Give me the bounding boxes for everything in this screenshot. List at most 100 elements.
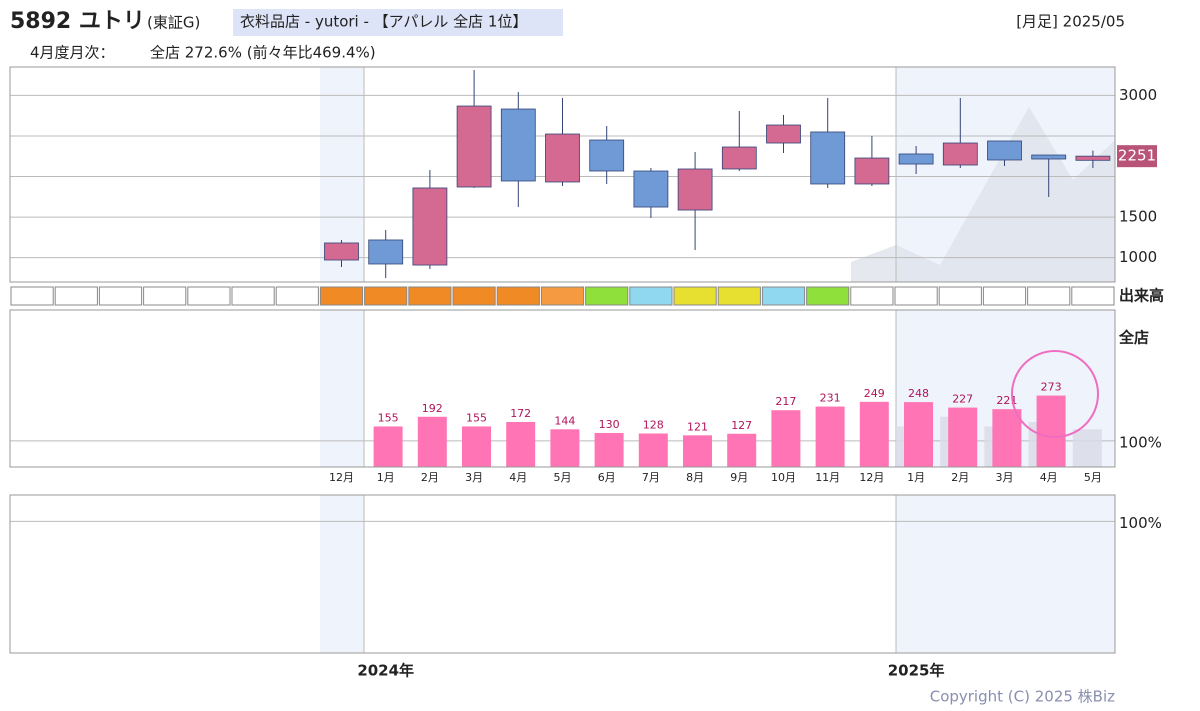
x-tick-label: 3月 (465, 471, 483, 484)
last-price-box (1117, 145, 1157, 168)
candle-body (677, 168, 713, 211)
volume-box (319, 286, 364, 306)
bar-label: 273 (1041, 381, 1062, 394)
volume-box (143, 286, 187, 306)
volume-box (938, 286, 982, 306)
volume-box (452, 286, 496, 306)
x-tick-label: 4月 (1040, 471, 1058, 484)
volume-box (761, 286, 806, 306)
monthly-label: 4月度月次： (30, 44, 115, 62)
sector: 衣料品店 - yutori - 【アパレル 全店 1位】 (240, 13, 527, 31)
candle-body (810, 131, 846, 185)
panel-title: 全店 (1118, 329, 1149, 347)
bar (771, 410, 801, 467)
sales-panel (9, 309, 1116, 468)
candle-body (412, 187, 448, 266)
price-panel (9, 66, 1116, 283)
volume-box (717, 286, 761, 306)
bar (815, 406, 845, 467)
x-tick-label: 12月 (329, 471, 354, 484)
x-tick-label: 5月 (1084, 471, 1102, 484)
bar-label: 130 (599, 418, 620, 431)
x-tick-label: 5月 (554, 471, 572, 484)
stock-title: 5892 ユトリ (10, 9, 145, 34)
market: (東証G) (147, 14, 200, 32)
candle-body (721, 146, 757, 170)
volume-box (231, 286, 275, 306)
candle-body (368, 239, 404, 265)
bar (859, 401, 889, 467)
bar-label: 155 (466, 411, 487, 424)
y-tick-label: 100% (1119, 433, 1162, 451)
x-tick-label: 1月 (377, 471, 395, 484)
volume-box (408, 286, 452, 306)
y-tick-label: 3000 (1119, 86, 1157, 104)
bar (638, 433, 668, 467)
bar (594, 432, 624, 467)
bar-label: 249 (864, 387, 885, 400)
x-tick-label: 1月 (907, 471, 925, 484)
volume-box (585, 286, 629, 306)
volume-box (364, 286, 408, 306)
y-tick-label: 100% (1119, 514, 1162, 532)
candle-body (324, 242, 359, 261)
bar (1036, 395, 1066, 467)
copyright: Copyright (C) 2025 株Biz (930, 688, 1115, 706)
highlight-circle (1011, 350, 1099, 438)
volume-box (98, 286, 143, 306)
bar-label: 231 (820, 392, 841, 405)
x-tick-label: 8月 (686, 471, 704, 484)
period: [月足] 2025/05 (1016, 13, 1125, 31)
empty-panel (9, 494, 1116, 654)
x-tick-label: 7月 (642, 471, 660, 484)
bar-label: 128 (643, 419, 664, 432)
bar-label: 155 (378, 411, 399, 424)
bar (683, 435, 712, 467)
candle-body (633, 170, 669, 208)
x-tick-label: 2月 (421, 471, 439, 484)
candle-body (766, 124, 801, 144)
volume-box (275, 286, 319, 306)
bar (904, 402, 933, 467)
volume-label: 出来高 (1119, 287, 1164, 305)
bar-label: 248 (908, 387, 929, 400)
bar-label: 144 (554, 414, 575, 427)
bar (727, 433, 757, 467)
bar (992, 409, 1022, 467)
x-tick-label: 12月 (859, 471, 884, 484)
candle-body (589, 139, 625, 172)
last-price: 2251 (1118, 147, 1156, 165)
monthly-value: 全店 272.6% (前々年比469.4%) (150, 44, 376, 62)
bar-label: 192 (422, 402, 443, 415)
candle-body (500, 108, 536, 182)
bar-label: 217 (775, 395, 796, 408)
volume-box (10, 286, 54, 306)
bar-label: 121 (687, 420, 708, 433)
y-tick-label: 1500 (1119, 208, 1157, 226)
volume-box (540, 286, 585, 306)
candle-body (898, 153, 934, 165)
bar (417, 416, 447, 467)
x-tick-label: 9月 (730, 471, 748, 484)
x-tick-label: 4月 (509, 471, 527, 484)
candle-body (854, 157, 890, 185)
volume-box (850, 286, 894, 306)
volume-box (496, 286, 540, 306)
bar (506, 421, 536, 467)
candle-body (456, 105, 492, 188)
x-tick-label: 2月 (951, 471, 969, 484)
bar (550, 429, 580, 467)
year-label: 2024年 (357, 662, 414, 680)
volume-box (1071, 286, 1115, 306)
candle-body (1075, 155, 1111, 161)
x-tick-label: 10月 (771, 471, 796, 484)
bar (373, 426, 403, 467)
volume-box (54, 286, 98, 306)
volume-box (629, 286, 673, 306)
y-tick-label: 1000 (1119, 248, 1157, 266)
volume-box (673, 286, 717, 306)
candle-body (1031, 154, 1067, 160)
x-tick-label: 3月 (996, 471, 1014, 484)
x-tick-label: 11月 (815, 471, 840, 484)
